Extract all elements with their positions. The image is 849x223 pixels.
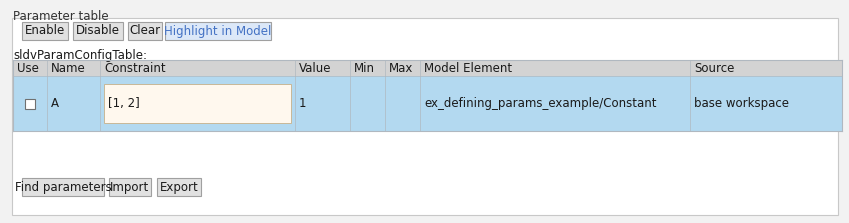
Bar — [13, 60, 842, 76]
Text: Value: Value — [299, 62, 331, 74]
Text: Model Element: Model Element — [424, 62, 512, 74]
Text: [1, 2]: [1, 2] — [108, 97, 140, 110]
Bar — [12, 18, 838, 215]
Bar — [22, 178, 104, 196]
Text: ex_defining_params_example/Constant: ex_defining_params_example/Constant — [424, 97, 656, 110]
Text: Disable: Disable — [76, 25, 120, 37]
Bar — [13, 76, 842, 131]
Text: Max: Max — [389, 62, 413, 74]
Bar — [22, 22, 68, 40]
Text: Import: Import — [110, 180, 149, 194]
Bar — [109, 178, 151, 196]
Text: Parameter table: Parameter table — [13, 10, 109, 23]
Text: base workspace: base workspace — [694, 97, 789, 110]
Bar — [128, 22, 162, 40]
Text: A: A — [51, 97, 59, 110]
Text: Constraint: Constraint — [104, 62, 166, 74]
Text: Highlight in Model: Highlight in Model — [165, 25, 272, 37]
Bar — [104, 84, 291, 123]
Text: sldvParamConfigTable:: sldvParamConfigTable: — [13, 49, 147, 62]
Text: Source: Source — [694, 62, 734, 74]
Bar — [25, 99, 35, 109]
Bar — [157, 178, 201, 196]
Text: Clear: Clear — [129, 25, 160, 37]
Bar — [73, 22, 123, 40]
Text: Enable: Enable — [25, 25, 65, 37]
Text: 1: 1 — [299, 97, 306, 110]
Text: Name: Name — [51, 62, 86, 74]
Text: Use: Use — [17, 62, 39, 74]
Text: Find parameters: Find parameters — [14, 180, 111, 194]
Bar — [165, 22, 271, 40]
Text: Min: Min — [354, 62, 375, 74]
Text: Export: Export — [160, 180, 199, 194]
